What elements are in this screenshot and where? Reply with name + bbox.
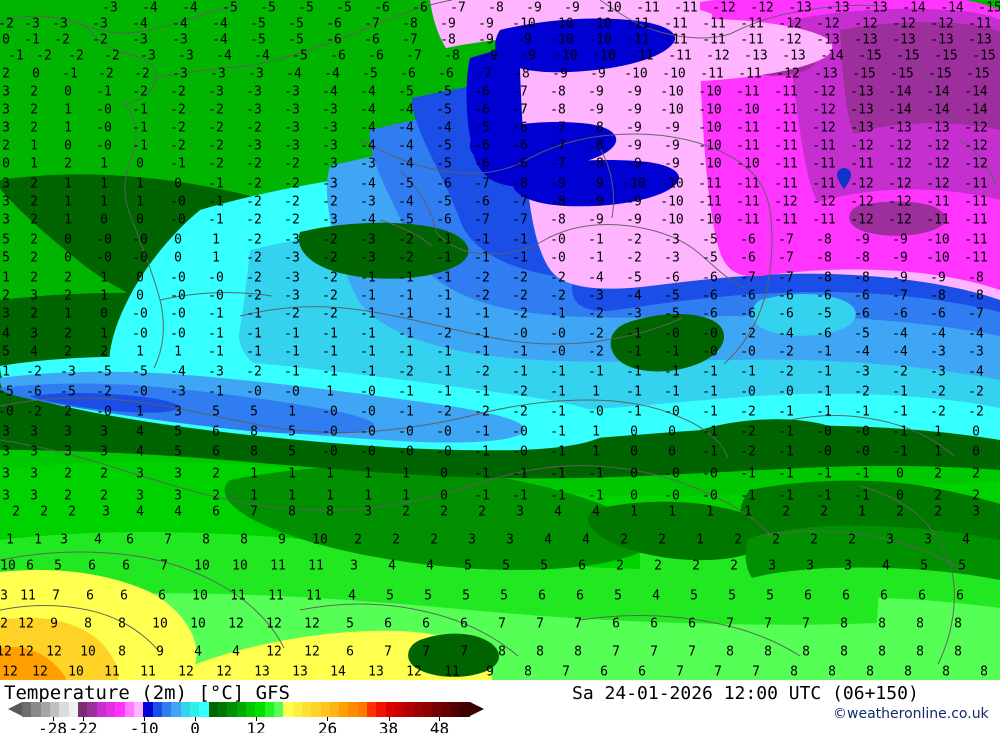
scale-swatch-30 — [301, 702, 312, 717]
map-footer: Temperature (2m) [°C] GFS Sa 24-01-2026 … — [0, 680, 1000, 733]
scale-swatch-1 — [31, 702, 41, 717]
map-contour-layer — [0, 0, 1000, 680]
scale-swatch-12 — [133, 702, 144, 717]
scale-tick-2 — [144, 717, 146, 721]
scale-swatch-45 — [441, 702, 452, 717]
page-title: Temperature (2m) [°C] GFS — [4, 682, 290, 704]
scale-swatch-46 — [451, 702, 461, 717]
location-marker-icon[interactable] — [836, 168, 852, 190]
scale-tick-4 — [256, 717, 258, 721]
scale-swatch-17 — [180, 702, 190, 717]
copyright-notice: ©weatheronline.co.uk — [833, 706, 989, 722]
scale-swatch-5 — [68, 702, 78, 717]
scale-arrow-right — [470, 702, 484, 716]
scale-tick-label-3: 0 — [190, 719, 200, 733]
scale-swatch-16 — [171, 702, 181, 717]
scale-swatch-24 — [245, 702, 256, 717]
scale-swatch-4 — [59, 702, 69, 717]
scale-tick-label-4: 12 — [246, 719, 266, 733]
scale-swatch-20 — [208, 702, 218, 717]
scale-tick-label-6: 38 — [378, 719, 399, 733]
scale-swatch-36 — [357, 702, 368, 717]
scale-swatch-25 — [255, 702, 265, 717]
scale-tick-0 — [52, 717, 54, 721]
scale-swatch-39 — [385, 702, 396, 717]
scale-tick-3 — [195, 717, 197, 721]
color-scale-legend: -28 -22 -10 0 12 26 38 48 — [0, 702, 500, 733]
run-timestamp: Sa 24-01-2026 12:00 UTC (06+150) — [572, 683, 919, 704]
scale-swatch-15 — [161, 702, 172, 717]
scale-swatch-9 — [105, 702, 116, 717]
scale-swatch-0 — [22, 702, 32, 717]
scale-swatch-41 — [404, 702, 414, 717]
scale-swatch-47 — [460, 702, 470, 717]
scale-tick-7 — [439, 717, 441, 721]
scale-swatch-11 — [124, 702, 134, 717]
scale-swatch-38 — [376, 702, 386, 717]
scale-swatch-37 — [367, 702, 377, 717]
scale-swatch-3 — [49, 702, 60, 717]
scale-swatch-19 — [199, 702, 209, 717]
scale-swatches — [22, 702, 470, 717]
scale-swatch-26 — [264, 702, 274, 717]
scale-swatch-31 — [311, 702, 321, 717]
scale-tick-1 — [83, 717, 85, 721]
temperature-map[interactable]: -3 -4 -4 -5 -5 -5 -5 -6 -6 -7 -8 -9 -9 -10 -11 -11 -12 -1… — [0, 0, 1000, 680]
scale-swatch-40 — [395, 702, 405, 717]
scale-tick-label-7: 48 — [429, 719, 450, 733]
scale-swatch-32 — [320, 702, 330, 717]
scale-swatch-18 — [189, 702, 200, 717]
scale-swatch-29 — [292, 702, 302, 717]
scale-swatch-34 — [339, 702, 349, 717]
scale-tick-5 — [327, 717, 329, 721]
scale-swatch-8 — [96, 702, 106, 717]
scale-tick-label-2: -10 — [129, 719, 159, 733]
scale-swatch-2 — [40, 702, 50, 717]
scale-swatch-22 — [227, 702, 237, 717]
scale-swatch-23 — [236, 702, 246, 717]
scale-swatch-33 — [329, 702, 340, 717]
scale-swatch-10 — [115, 702, 125, 717]
scale-swatch-21 — [217, 702, 228, 717]
scale-swatch-28 — [283, 702, 293, 717]
scale-swatch-42 — [413, 702, 424, 717]
scale-swatch-27 — [273, 702, 284, 717]
scale-tick-label-1: -22 — [68, 719, 98, 733]
scale-tick-label-0: -28 — [38, 719, 67, 733]
scale-arrow-left — [8, 702, 22, 716]
scale-tick-label-5: 26 — [317, 719, 338, 733]
country-borders — [0, 0, 997, 665]
scale-swatch-7 — [87, 702, 97, 717]
scale-swatch-14 — [152, 702, 162, 717]
scale-swatch-13 — [143, 702, 153, 717]
scale-swatch-43 — [423, 702, 433, 717]
scale-swatch-6 — [77, 702, 88, 717]
scale-tick-6 — [388, 717, 390, 721]
scale-swatch-35 — [348, 702, 358, 717]
scale-swatch-44 — [432, 702, 442, 717]
